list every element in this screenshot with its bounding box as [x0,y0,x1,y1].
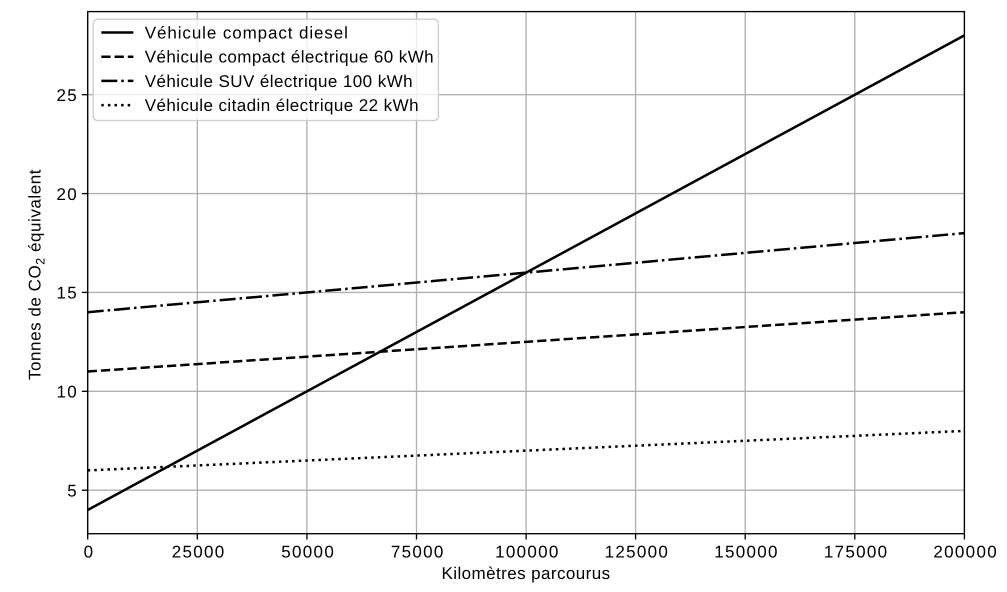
svg-text:5: 5 [67,481,78,500]
svg-text:150000: 150000 [714,542,779,561]
svg-text:200000: 200000 [933,542,998,561]
svg-text:10: 10 [56,383,78,402]
svg-text:Tonnes de CO2 équivalent: Tonnes de CO2 équivalent [26,169,48,380]
svg-text:Véhicule citadin électrique 22: Véhicule citadin électrique 22 kWh [145,96,419,115]
svg-text:75000: 75000 [391,542,445,561]
svg-text:Kilomètres parcourus: Kilomètres parcourus [441,564,610,583]
svg-text:0: 0 [84,542,95,561]
svg-text:50000: 50000 [281,542,335,561]
svg-text:Véhicule compact électrique 60: Véhicule compact électrique 60 kWh [145,48,434,67]
svg-text:15: 15 [56,284,78,303]
svg-text:100000: 100000 [495,542,560,561]
svg-text:25000: 25000 [172,542,226,561]
svg-text:25: 25 [56,86,78,105]
svg-text:175000: 175000 [824,542,889,561]
svg-text:20: 20 [56,185,78,204]
svg-text:Véhicule compact diesel: Véhicule compact diesel [145,24,349,43]
svg-text:Véhicule SUV électrique 100 kW: Véhicule SUV électrique 100 kWh [145,72,413,91]
svg-text:125000: 125000 [605,542,670,561]
